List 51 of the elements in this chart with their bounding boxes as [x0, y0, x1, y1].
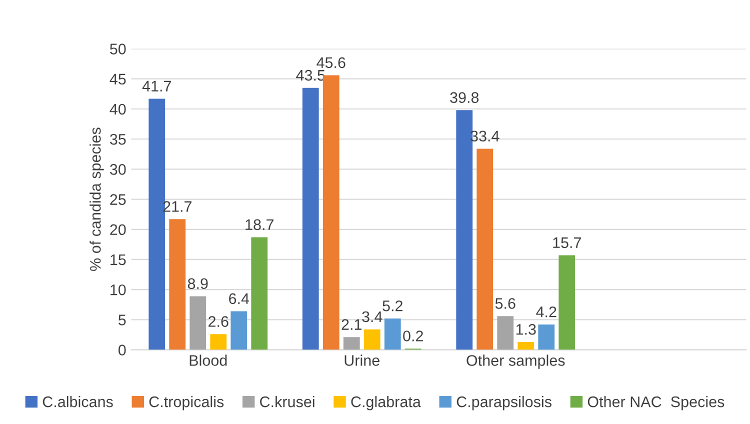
legend-label: C.krusei: [260, 396, 314, 408]
bar: [230, 311, 248, 350]
data-label: 5.2: [382, 300, 402, 312]
bar: [538, 324, 555, 350]
y-tick-label: 0: [118, 344, 126, 356]
legend-label: C.parapsilosis: [456, 396, 552, 410]
data-label: 2.6: [208, 316, 228, 327]
y-tick-label: 40: [110, 104, 126, 115]
legend-label: C.glabrata: [351, 396, 421, 410]
y-tick-label: 25: [110, 194, 126, 205]
legend-label: C.albicans: [42, 396, 113, 408]
y-tick-label: 35: [110, 134, 126, 145]
bar: [251, 237, 268, 350]
data-label: 8.9: [188, 278, 208, 290]
bar: [343, 337, 360, 350]
y-tick-label: 20: [110, 224, 126, 236]
y-tick-label: 30: [110, 164, 126, 175]
bar: [518, 342, 534, 350]
data-label: 0.2: [403, 330, 423, 342]
y-tick-label: 45: [110, 74, 126, 85]
y-tick-label: 15: [110, 254, 126, 266]
bar: [384, 318, 401, 350]
y-tick-label: 50: [110, 44, 126, 54]
bar: [497, 316, 514, 350]
legend-label: Other NAC Species: [588, 396, 724, 410]
bar: [210, 334, 227, 350]
bar: [322, 75, 340, 350]
bar: [302, 88, 319, 350]
data-label: 4.2: [536, 306, 556, 318]
data-label: 15.7: [553, 237, 581, 248]
bar: [190, 296, 206, 350]
y-tick-label: 5: [118, 314, 126, 326]
data-label: 39.8: [450, 92, 479, 103]
y-tick-label: 10: [110, 284, 126, 296]
bar: [169, 219, 186, 350]
x-tick-label: Blood: [190, 354, 227, 366]
x-tick-label: Other samples: [466, 354, 565, 369]
data-label: 5.6: [495, 298, 516, 309]
data-label: 2.1: [342, 319, 362, 330]
bar: [364, 329, 380, 350]
legend-label: C.tropicalis: [149, 396, 224, 410]
data-label: 18.7: [246, 219, 274, 230]
y-axis-title: % of candida species: [90, 128, 104, 271]
data-label: 6.4: [229, 293, 250, 304]
bar: [476, 148, 494, 350]
data-label: 45.6: [316, 57, 346, 68]
data-label: 1.3: [516, 324, 536, 335]
x-tick-label: Urine: [344, 354, 380, 366]
data-label: 3.4: [362, 311, 382, 322]
bar: [558, 255, 576, 350]
data-label: 41.7: [142, 80, 171, 92]
